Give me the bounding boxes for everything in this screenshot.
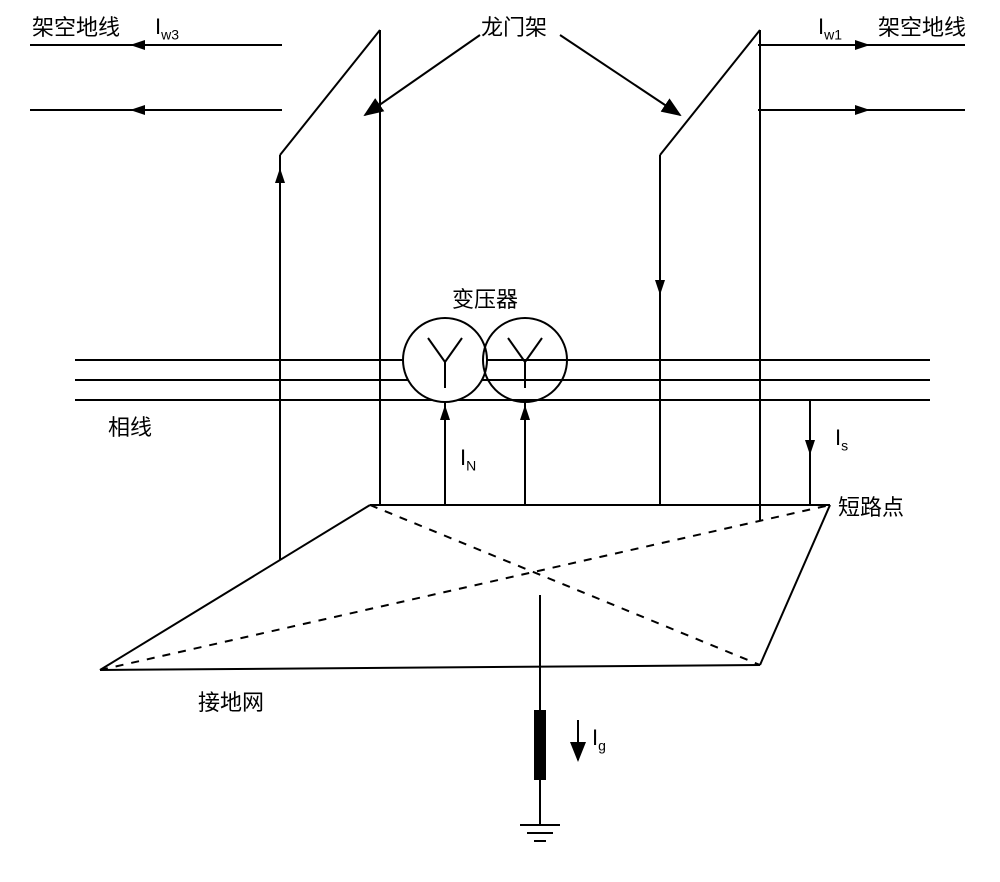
in-sub: N [466,457,476,473]
phase-line-label: 相线 [108,410,152,442]
overhead-ground-left-label: 架空地线 [32,10,120,42]
iw1-label: Iw1 [818,14,842,42]
ig-label: Ig [592,725,606,753]
iw1-sub: w1 [824,26,842,42]
gantry-label: 龙门架 [481,10,547,42]
is-sub: s [841,437,848,453]
iw3-sub: w3 [161,26,179,42]
substation-diagram: 龙门架 架空地线 架空地线 Iw3 Iw1 变压器 相线 IN Is 短路点 接… [0,0,1000,882]
in-label: IN [460,445,476,473]
ground-grid-label: 接地网 [198,685,264,717]
iw3-label: Iw3 [155,14,179,42]
transformer-label: 变压器 [452,282,518,314]
is-label: Is [835,425,848,453]
ig-sub: g [598,737,606,753]
short-circuit-label: 短路点 [838,490,904,522]
overhead-ground-right-label: 架空地线 [878,10,966,42]
